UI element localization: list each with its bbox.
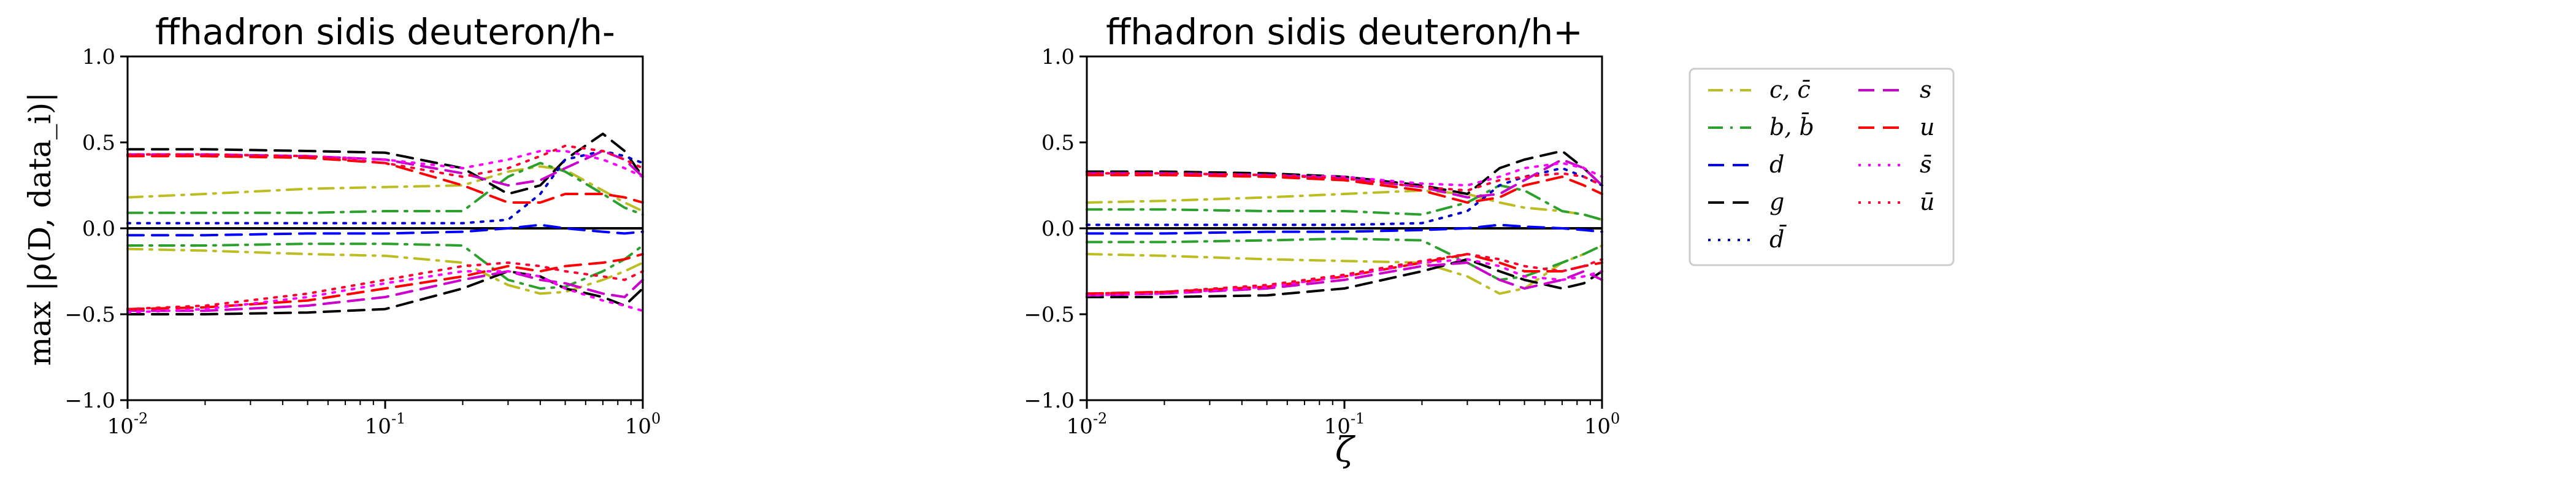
x-tick-label: 10-2: [1067, 410, 1108, 439]
series-line: [126, 270, 644, 315]
series-line: [1086, 244, 1603, 295]
legend-entry: b, b̄: [1708, 113, 1814, 141]
series-line: [126, 223, 644, 237]
x-tick-label: 100: [1584, 410, 1620, 439]
series-line: [126, 242, 644, 290]
y-tick-label: 0.5: [1041, 131, 1075, 155]
series-line: [1086, 261, 1603, 297]
series-line: [1086, 258, 1603, 297]
y-axis-label: max |ρ(D, data_i)|: [22, 92, 58, 366]
x-tick-label: 10-1: [1324, 410, 1365, 439]
series-line: [126, 144, 644, 178]
series-line: [126, 247, 644, 295]
legend-label: g: [1769, 188, 1784, 215]
y-tick-label: −0.5: [64, 303, 115, 327]
legend-label: d̄: [1769, 225, 1787, 253]
series-line: [1086, 167, 1603, 226]
legend-entry: s̄: [1858, 151, 1932, 178]
axes-frame-h-minus: [126, 55, 644, 401]
series-line: [1086, 150, 1603, 195]
legend-entry: u: [1858, 114, 1934, 141]
legend-entry: c, c̄: [1708, 76, 1811, 103]
axes-frame-h-plus: [1086, 55, 1603, 401]
legend-label: c, c̄: [1769, 76, 1811, 103]
plot-area-h-plus: 1.0 0.5 0.0 −0.5 −1.010-2 10-1 100: [1024, 45, 1620, 439]
series-line: [126, 155, 644, 204]
series-line: [126, 150, 644, 178]
y-tick-label: 0.5: [82, 131, 115, 155]
legend-entry: d̄: [1708, 225, 1787, 253]
y-tick-label: −0.5: [1024, 303, 1075, 327]
x-axis-label-h-plus: ζ: [1335, 430, 1356, 470]
legend-entry: ū: [1858, 188, 1934, 215]
x-tick-label: 100: [625, 410, 661, 439]
legend-entry: d: [1708, 151, 1784, 178]
y-tick-label: 0.0: [82, 217, 115, 241]
legend-label: u: [1920, 114, 1934, 141]
panel-title-h-plus: ffhadron sidis deuteron/h+: [1106, 11, 1583, 53]
legend-label: ū: [1920, 188, 1934, 215]
legend-entry: s: [1858, 76, 1932, 103]
legend: c, c̄ b, b̄ dg d̄ su s̄ ū: [1689, 68, 1955, 266]
panel-h-minus: ffhadron sidis deuteron/h- 1.0 0.5 0.0 −0.5…: [64, 11, 661, 439]
legend-entry: g: [1708, 188, 1784, 215]
series-line: [1086, 184, 1603, 221]
series-line: [1086, 253, 1603, 295]
legend-label: s̄: [1920, 151, 1932, 178]
y-tick-label: −1.0: [64, 389, 115, 413]
series-line: [1086, 223, 1603, 235]
series-line: [1086, 174, 1603, 204]
series-line: [126, 253, 644, 311]
y-tick-label: −1.0: [1024, 389, 1075, 413]
series-line: [1086, 158, 1603, 199]
series-line: [126, 270, 644, 314]
x-tick-label: 10-2: [107, 410, 148, 439]
series-line: [1086, 237, 1603, 281]
series-line: [126, 161, 644, 216]
y-tick-label: 0.0: [1041, 217, 1075, 241]
series-line: [126, 261, 644, 311]
plot-area-h-minus: 1.0 0.5 0.0 −0.5 −1.010-2 10-1 100: [64, 45, 661, 439]
series-line: [1086, 189, 1603, 221]
legend-label: d: [1769, 151, 1784, 178]
legend-label: s: [1920, 76, 1932, 103]
y-tick-label: 1.0: [1041, 45, 1075, 69]
legend-label: b, b̄: [1769, 113, 1814, 141]
series-line: [126, 270, 644, 312]
panel-h-plus: ffhadron sidis deuteron/h+ 1.0 0.5 0.0 −0.5…: [1024, 11, 1620, 470]
legend-box: [1689, 68, 1955, 266]
panel-title-h-minus: ffhadron sidis deuteron/h-: [155, 11, 615, 53]
y-tick-label: 1.0: [82, 45, 115, 69]
x-tick-label: 10-1: [365, 410, 406, 439]
